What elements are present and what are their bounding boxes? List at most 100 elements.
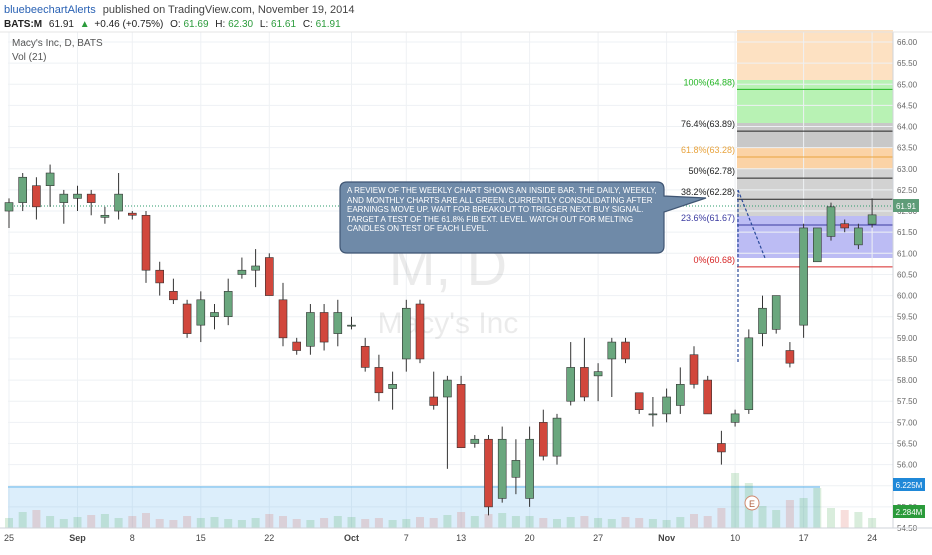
last-price-badge-label: 61.91 (896, 202, 917, 211)
fib-level-label: 23.6%(61.67) (681, 213, 735, 223)
volume-bar (635, 518, 644, 528)
change-up-icon: ▲ (80, 19, 90, 30)
time-axis[interactable]: 25 Sep 8 15 22 Oct 7 13 20 27 Nov 10 17 24 (0, 527, 932, 543)
volume-bar (292, 519, 301, 528)
volume-bar (169, 520, 178, 528)
volume-layer (5, 473, 877, 528)
candle-body (443, 379, 452, 398)
price-tick-label: 60.00 (897, 292, 918, 301)
volume-bar (731, 473, 740, 528)
volume-bar (183, 516, 192, 528)
fib-zone-100-764 (737, 80, 893, 123)
volume-bar (87, 515, 96, 528)
candle-body (456, 384, 466, 449)
volume-bar (785, 500, 794, 528)
time-tick-label: 10 (730, 533, 740, 543)
candle-body (703, 379, 713, 415)
candle-body (415, 303, 425, 360)
open-label: O: (170, 19, 181, 30)
price-tick-label: 63.00 (897, 165, 918, 174)
volume-bar (813, 488, 822, 528)
earnings-marker[interactable]: E (744, 495, 760, 511)
candle-body (73, 193, 82, 199)
fib-connector-diagonal (737, 189, 766, 259)
candle-body (717, 443, 726, 453)
volume-bar (772, 510, 781, 528)
annotation-box (339, 181, 707, 254)
volume-bar (868, 518, 877, 528)
fib-zone-382-236 (737, 190, 893, 216)
fib-level-label: 76.4%(63.89) (681, 119, 735, 129)
volume-bar (580, 516, 589, 528)
volume-bar (854, 512, 863, 528)
earnings-marker-label: E (749, 499, 755, 509)
candle-body (388, 384, 397, 389)
change: +0.46 (+0.75%) (94, 19, 163, 30)
candle-body (662, 396, 671, 415)
time-tick-label: Oct (344, 533, 359, 543)
price-tick-label: 61.50 (897, 228, 918, 237)
volume-bar (306, 520, 315, 528)
open-value: 61.69 (183, 19, 208, 30)
price-tick-label: 66.00 (897, 38, 918, 47)
volume-bar (73, 517, 82, 528)
volume-bar (374, 518, 383, 528)
price-tick-label: 58.50 (897, 355, 918, 364)
volume-bar (196, 518, 205, 528)
candle-body (169, 291, 178, 301)
last-price: 61.91 (49, 19, 74, 30)
volume-bar (114, 518, 123, 528)
candlestick-series (4, 164, 877, 516)
candle-body (511, 460, 521, 478)
annotation-callout[interactable]: A REVIEW OF THE WEEKLY CHART SHOWS AN IN… (339, 181, 707, 254)
candle-body (840, 223, 850, 229)
volume-bar (210, 517, 219, 528)
volume-bar (59, 519, 68, 528)
price-tick-label: 64.50 (897, 101, 918, 110)
author-link[interactable]: bluebeechartAlerts (4, 4, 96, 16)
volume-bar (498, 513, 507, 528)
fibonacci-zones (737, 30, 893, 258)
candle-body (347, 324, 356, 327)
volume-bar (347, 517, 356, 528)
candle-body (278, 299, 288, 339)
volume-bar (827, 508, 835, 528)
candle-body (799, 227, 808, 326)
volume-bar (690, 514, 698, 528)
volume-bar (388, 520, 397, 528)
volume-bar (840, 510, 849, 528)
candle-body (675, 384, 685, 406)
fib-connector (737, 189, 766, 362)
candle-body (292, 341, 302, 351)
candle-body (580, 367, 589, 398)
price-tick-label: 62.50 (897, 186, 918, 195)
volume-bar (621, 517, 630, 528)
low-value: 61.61 (271, 19, 296, 30)
price-axis-bg (893, 32, 932, 528)
candle-body (854, 227, 863, 246)
volume-avg-badge (893, 478, 925, 491)
candle-body (648, 413, 658, 416)
time-tick-label: 25 (4, 533, 14, 543)
volume-bar (457, 512, 466, 528)
volume-bar (553, 519, 561, 528)
annotation-text: A REVIEW OF THE WEEKLY CHART SHOWS AN IN… (347, 186, 657, 234)
candle-body (812, 227, 822, 263)
time-tick-label: 17 (799, 533, 809, 543)
volume-bar (100, 514, 109, 528)
candle-body (867, 214, 877, 225)
candle-body (333, 312, 343, 334)
header: bluebeechartAlerts published on TradingV… (0, 4, 932, 63)
fib-level-label: 0%(60.68) (693, 255, 735, 265)
candle-body (182, 303, 192, 334)
candle-body (141, 214, 151, 271)
candle-body (251, 265, 260, 271)
price-axis[interactable]: 66.00 65.50 65.00 64.50 64.00 63.50 63.00 62.50… (892, 32, 932, 533)
price-tick-label: 65.50 (897, 59, 918, 68)
symbol: BATS:M (4, 19, 42, 30)
fib-level-label: 38.2%(62.28) (681, 187, 735, 197)
price-tick-label: 57.50 (897, 397, 918, 406)
fib-zone-618-50 (737, 148, 893, 169)
